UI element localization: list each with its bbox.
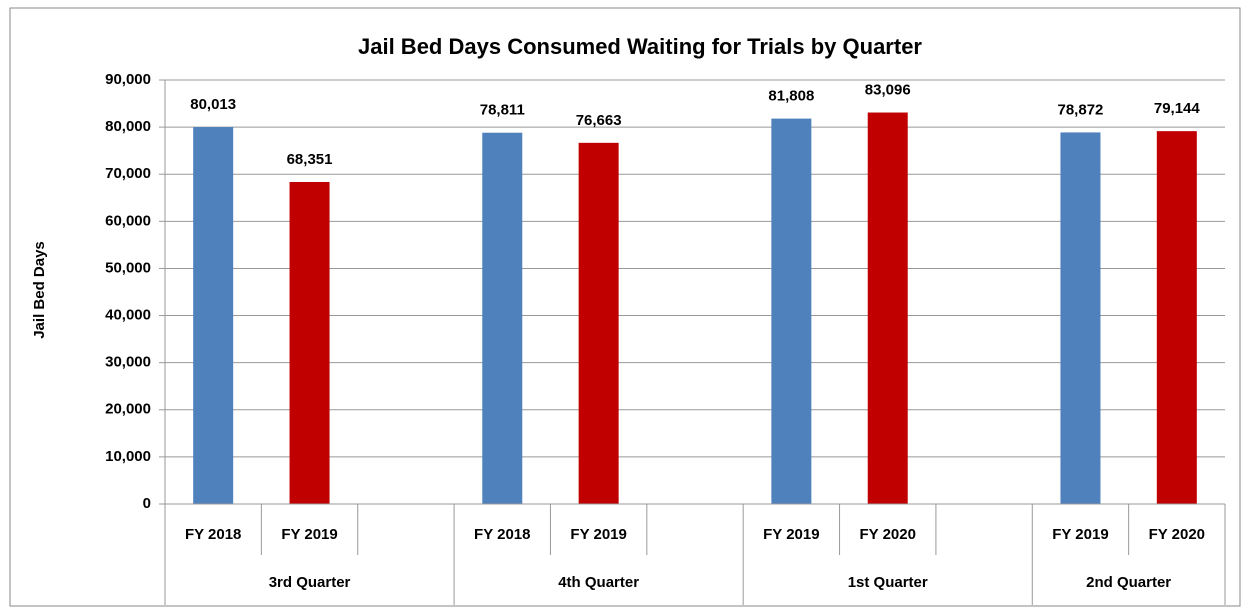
x-tick-label: FY 2018 <box>474 526 530 543</box>
y-tick-label: 80,000 <box>105 118 151 135</box>
y-tick-label: 0 <box>143 495 151 512</box>
x-tick-label: FY 2019 <box>1052 526 1108 543</box>
bar <box>771 118 812 505</box>
bar <box>1060 132 1101 505</box>
x-tick-label: FY 2018 <box>185 526 241 543</box>
value-label: 80,013 <box>190 96 236 113</box>
y-tick-label: 20,000 <box>105 401 151 418</box>
value-label: 78,811 <box>480 102 525 119</box>
bar <box>289 181 330 504</box>
y-tick-label: 90,000 <box>105 71 151 88</box>
value-label: 79,144 <box>1154 100 1201 117</box>
group-label: 2nd Quarter <box>1086 574 1171 591</box>
x-tick-label: FY 2020 <box>860 526 916 543</box>
x-tick-label: FY 2019 <box>570 526 626 543</box>
value-label: 68,351 <box>287 151 333 168</box>
y-tick-label: 10,000 <box>105 448 151 465</box>
value-label: 81,808 <box>768 88 814 105</box>
value-label: 76,663 <box>576 112 622 129</box>
bar <box>193 127 234 504</box>
group-label: 3rd Quarter <box>269 574 351 591</box>
chart-title: Jail Bed Days Consumed Waiting for Trial… <box>358 34 922 59</box>
y-tick-label: 70,000 <box>105 165 151 182</box>
group-label: 4th Quarter <box>558 574 639 591</box>
y-tick-label: 60,000 <box>105 212 151 229</box>
group-label: 1st Quarter <box>848 574 928 591</box>
y-axis-label: Jail Bed Days <box>31 241 48 339</box>
value-label: 78,872 <box>1058 101 1104 118</box>
bar <box>482 132 523 504</box>
bar <box>1156 131 1197 504</box>
value-label: 83,096 <box>865 81 911 98</box>
y-tick-label: 50,000 <box>105 259 151 276</box>
x-tick-label: FY 2019 <box>763 526 819 543</box>
bar <box>867 112 908 504</box>
x-tick-label: FY 2019 <box>281 526 337 543</box>
bar <box>578 142 619 504</box>
y-tick-label: 40,000 <box>105 307 151 324</box>
y-tick-label: 30,000 <box>105 354 151 371</box>
x-tick-label: FY 2020 <box>1149 526 1205 543</box>
